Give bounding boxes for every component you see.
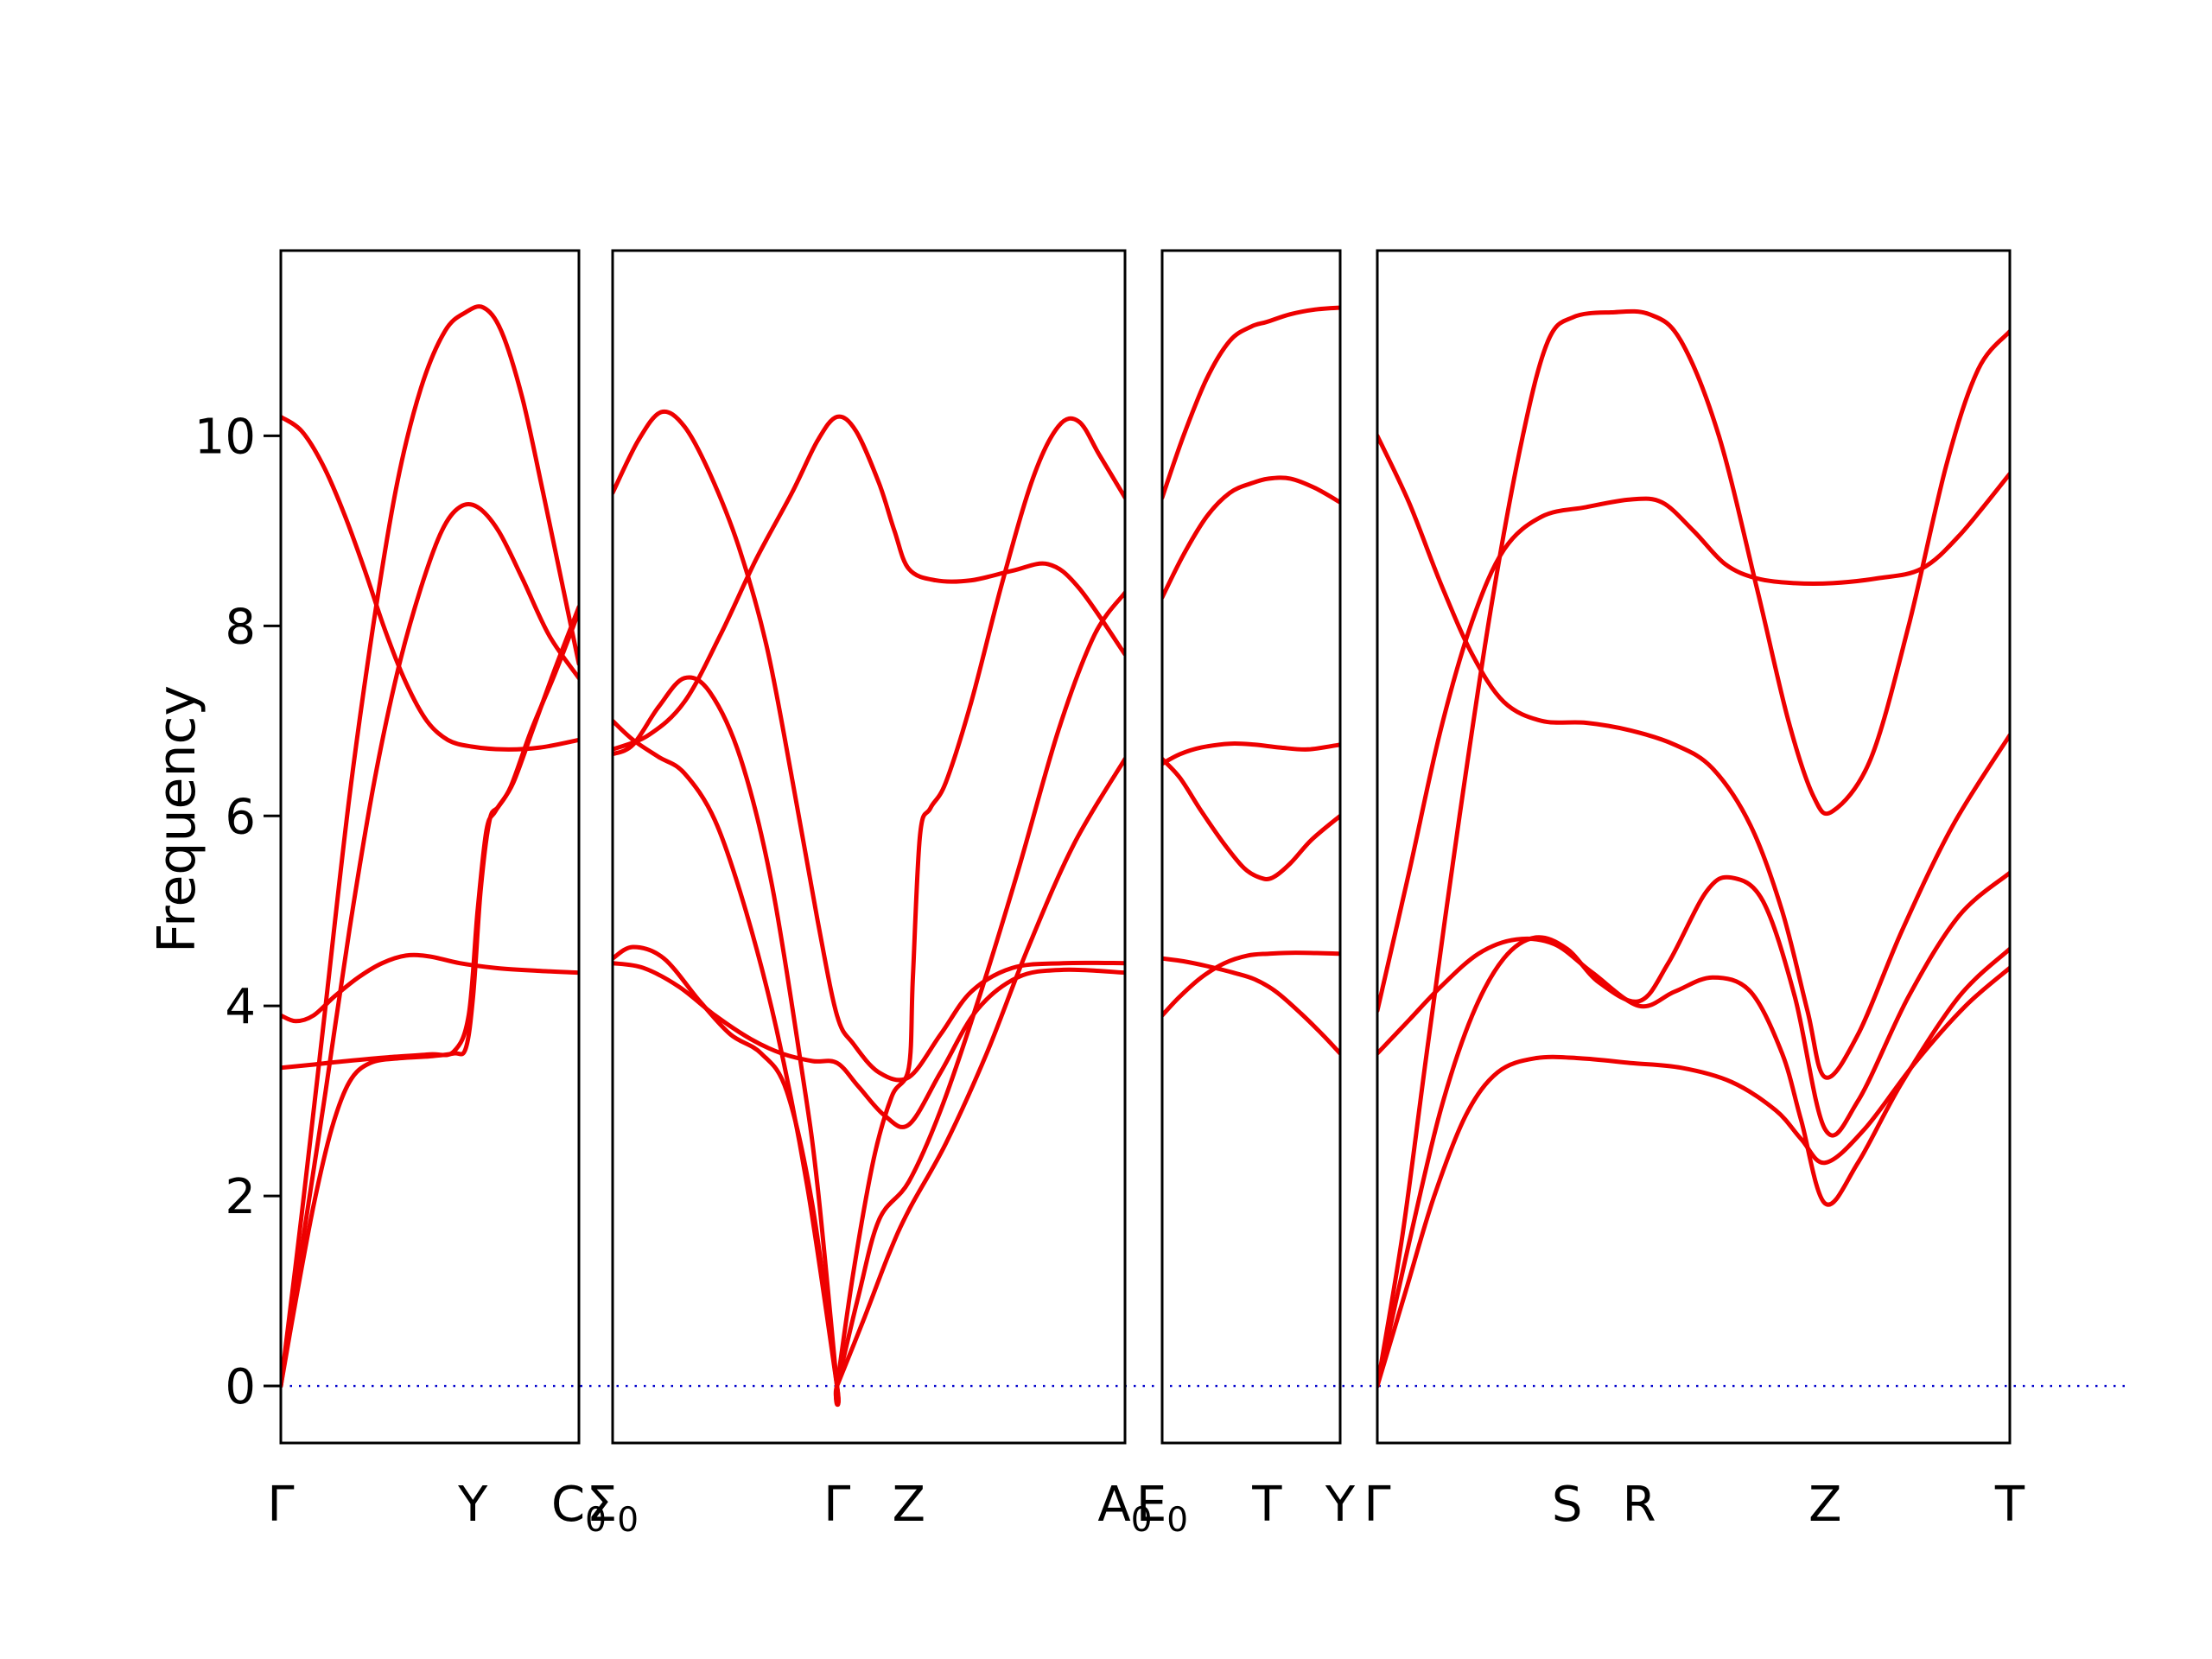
phonon-band-line	[1162, 756, 1340, 881]
x-tick-label: Σ0	[587, 1477, 639, 1540]
x-tick-label: S	[1552, 1477, 1583, 1533]
x-tick-label: Γ	[823, 1477, 850, 1533]
x-tick-label: Z	[893, 1477, 925, 1533]
phonon-band-line	[1162, 956, 1340, 1056]
phonon-band-line	[1377, 936, 2010, 1207]
x-tick-label: Γ	[267, 1477, 294, 1533]
phonon-band-line	[613, 961, 1125, 1129]
panel-bands-2	[613, 409, 1125, 1408]
x-tick-label: T	[1251, 1477, 1282, 1533]
panel-frame-2	[611, 249, 1127, 1445]
y-axis-label: Frequency	[147, 685, 207, 953]
panel-frame-1	[279, 249, 581, 1445]
x-tick-label: E0	[1136, 1477, 1188, 1540]
phonon-band-line	[1377, 471, 2010, 1014]
y-tick-label: 2	[225, 1169, 256, 1225]
x-tick-label: Y	[1325, 1477, 1356, 1533]
y-tick-label: 4	[225, 979, 256, 1035]
panel-bands-3	[1162, 305, 1340, 1056]
phonon-band-line	[1162, 741, 1340, 766]
phonon-band-line	[281, 414, 579, 752]
x-tick-label: C0	[551, 1477, 607, 1540]
x-tick-label: Γ	[1363, 1477, 1390, 1533]
panel-bands-1	[281, 304, 579, 1389]
phonon-band-line	[1377, 965, 2010, 1389]
phonon-band-line	[613, 409, 1125, 1083]
phonon-band-line	[281, 609, 579, 1071]
y-tick-label: 6	[225, 789, 256, 845]
panel-frame-3	[1160, 249, 1342, 1445]
phonon-band-line	[1162, 475, 1340, 600]
phonon-band-line	[281, 501, 579, 1389]
phonon-band-line	[613, 590, 1125, 1408]
x-tick-label: R	[1623, 1477, 1656, 1533]
panel-bands-4	[1377, 308, 2010, 1389]
phonon-band-line	[1377, 870, 2010, 1389]
phonon-band-line	[613, 416, 1125, 1408]
phonon-band-line	[281, 304, 579, 1389]
x-tick-label: Y	[457, 1477, 488, 1533]
y-tick-label: 0	[225, 1359, 256, 1415]
x-tick-label: T	[1994, 1477, 2025, 1533]
phonon-band-line	[1377, 433, 2010, 1080]
phonon-band-line	[281, 952, 579, 1024]
x-tick-label: Z	[1808, 1477, 1841, 1533]
phonon-band-line	[1162, 305, 1340, 500]
y-tick-label: 8	[225, 599, 256, 655]
phonon-band-line	[613, 414, 1125, 752]
phonon-band-line	[1377, 308, 2010, 1389]
phonon-band-line	[1162, 950, 1340, 1018]
panel-frame-4	[1376, 249, 2012, 1445]
y-tick-label: 10	[194, 409, 256, 465]
